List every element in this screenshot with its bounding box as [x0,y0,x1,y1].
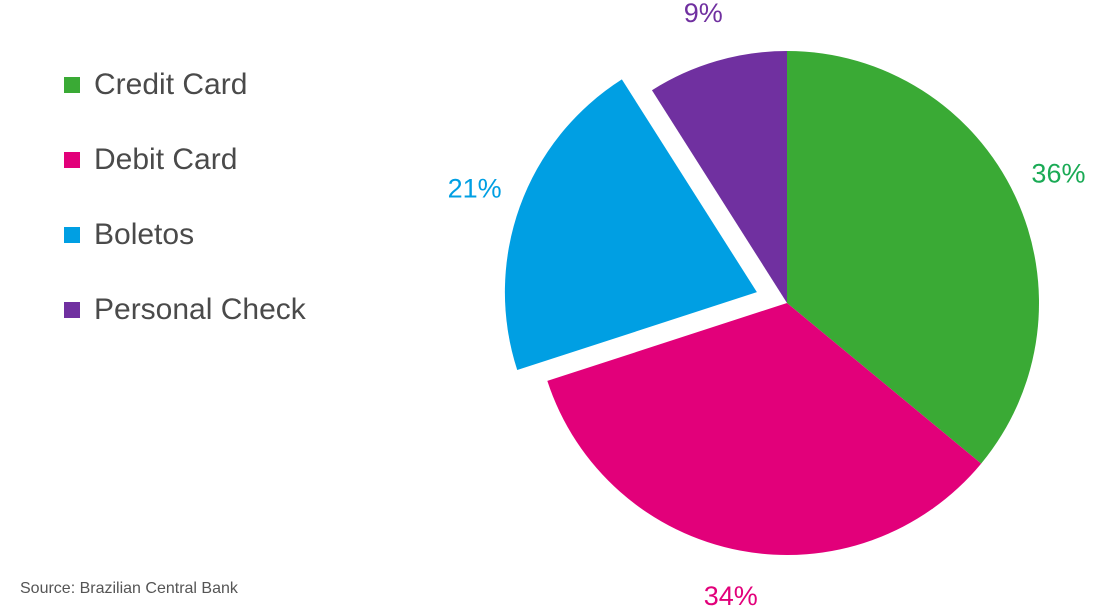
legend-label: Personal Check [94,293,306,326]
slice-label-personal-check: 9% [684,0,723,28]
legend-swatch [64,77,80,93]
legend-swatch [64,227,80,243]
pie-slice-credit-card [787,51,1039,464]
legend-item-debit-card: Debit Card [64,135,306,185]
legend-label: Boletos [94,218,195,251]
source-note: Source: Brazilian Central Bank [20,580,238,597]
chart-legend: Credit Card Debit Card Boletos Personal Che… [64,60,306,360]
slice-label-debit-card: 34% [704,581,758,611]
slice-label-boletos: 21% [448,174,502,204]
legend-swatch [64,302,80,318]
pie-slice-boletos [504,79,757,371]
pie-slice-debit-card [547,303,982,556]
slice-label-credit-card: 36% [1031,158,1085,188]
legend-label: Credit Card [94,68,248,101]
pie-slice-personal-check [651,51,787,303]
legend-swatch [64,152,80,168]
legend-item-credit-card: Credit Card [64,60,306,110]
legend-item-personal-check: Personal Check [64,285,306,335]
legend-label: Debit Card [94,143,238,176]
legend-item-boletos: Boletos [64,210,306,260]
